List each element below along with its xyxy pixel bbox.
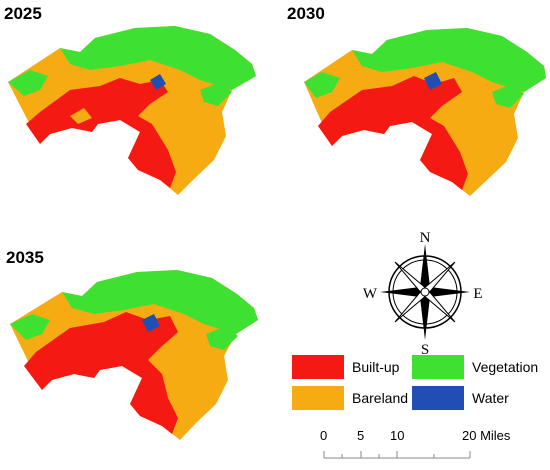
scale-bar-line	[323, 451, 471, 459]
legend-item-built-up: Built-up	[292, 355, 399, 379]
scale-label-20-miles: 20 Miles	[462, 428, 511, 443]
panel-title-2035: 2035	[6, 248, 44, 267]
legend-item-vegetation: Vegetation	[412, 355, 538, 379]
scale-label-0: 0	[320, 428, 328, 443]
compass-north-label: N	[420, 232, 431, 246]
scale-label-10: 10	[390, 428, 405, 443]
panel-title-2025: 2025	[4, 4, 42, 23]
scale-label-5: 5	[357, 428, 365, 443]
legend-item-bareland: Bareland	[292, 386, 408, 410]
legend-label-built-up: Built-up	[352, 359, 400, 375]
scale-bar: 0 5 10 20 Miles	[312, 428, 512, 466]
legend-label-vegetation: Vegetation	[472, 359, 539, 375]
panel-title-2030: 2030	[287, 4, 325, 23]
compass-west-label: W	[363, 286, 378, 302]
legend-label-bareland: Bareland	[352, 390, 409, 406]
north-arrow-compass: N S W E	[363, 232, 483, 357]
land-use-map-2035	[10, 270, 258, 440]
land-use-map-2025	[8, 26, 256, 195]
land-use-map-2030	[304, 28, 546, 196]
legend-item-water: Water	[412, 386, 509, 410]
compass-south-label: S	[421, 342, 429, 357]
legend-swatch-built-up	[292, 355, 344, 379]
legend-swatch-water	[412, 386, 464, 410]
legend-swatch-bareland	[292, 386, 344, 410]
legend-swatch-vegetation	[412, 355, 464, 379]
compass-east-label: E	[473, 286, 482, 302]
legend-label-water: Water	[472, 390, 509, 406]
